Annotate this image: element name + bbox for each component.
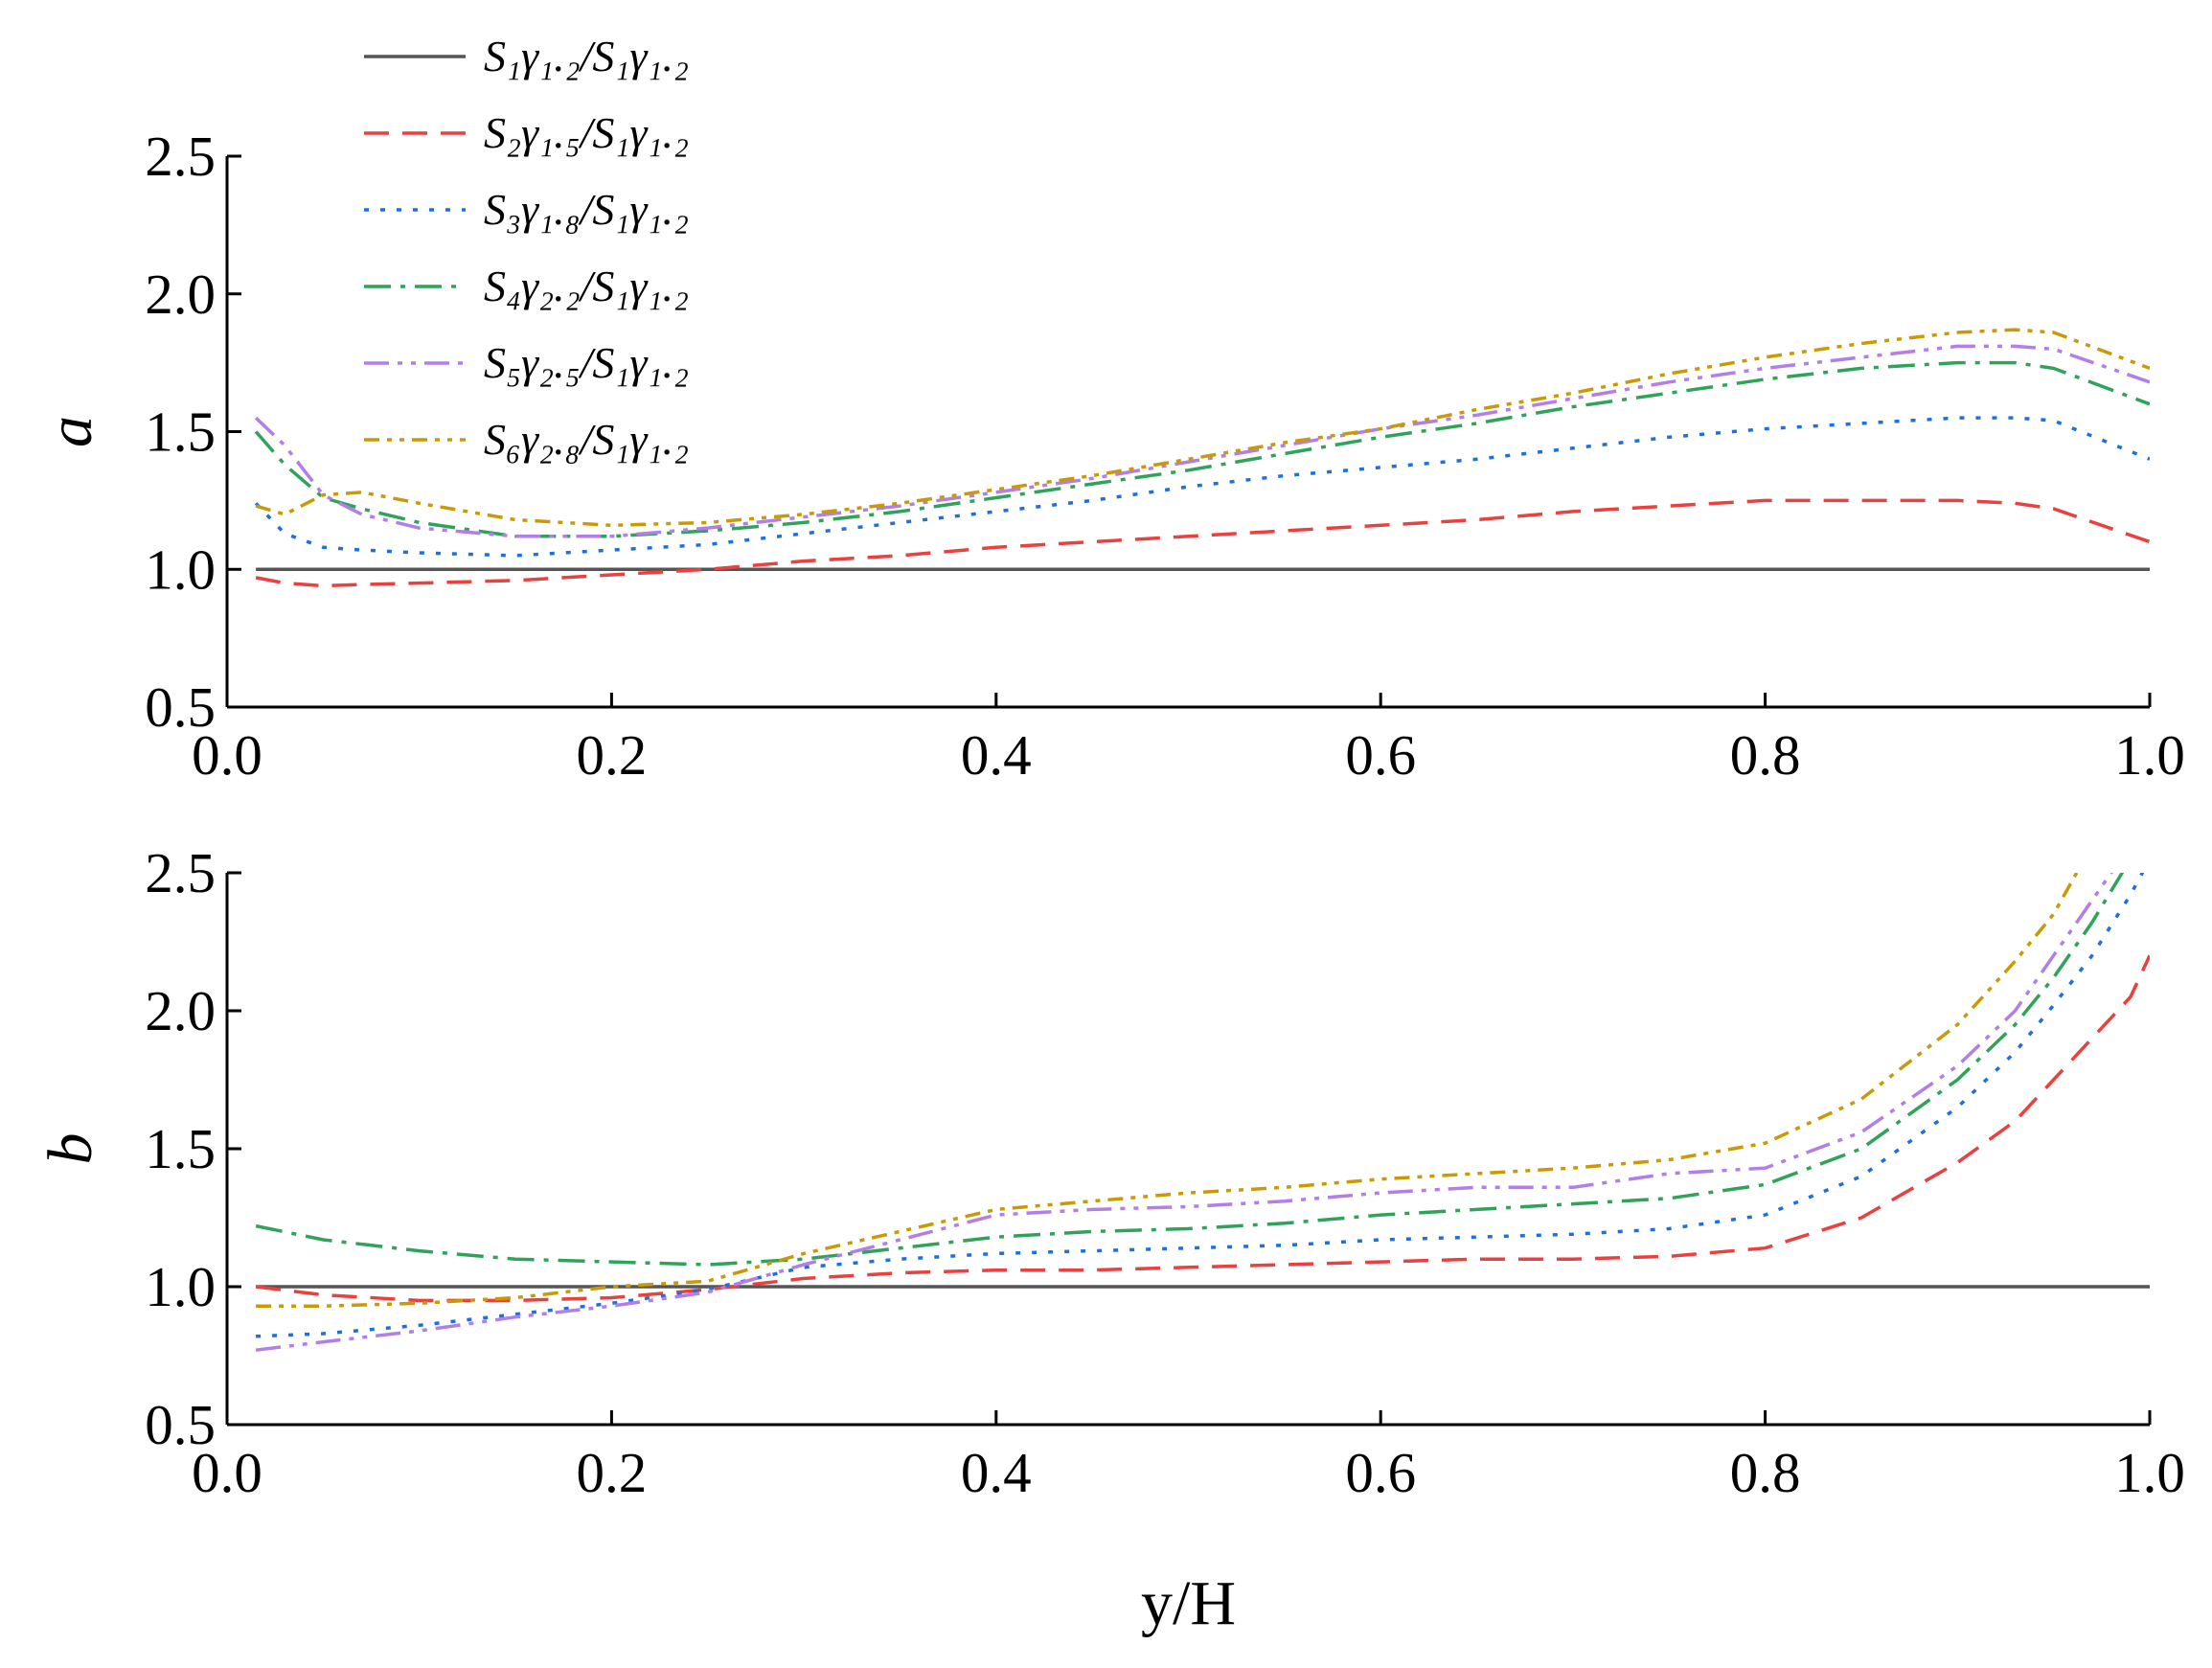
y-tick-label: 0.5	[145, 1393, 216, 1456]
y-tick-label: 2.5	[145, 841, 216, 904]
legend-label: S₂γ₁.₅/S₁γ₁.₂	[484, 108, 689, 157]
legend-label: S₅γ₂.₅/S₁γ₁.₂	[484, 338, 689, 387]
series-line	[255, 873, 2125, 1267]
x-tick-label: 0.6	[1345, 1441, 1416, 1504]
legend-label: S₄γ₂.₂/S₁γ₁.₂	[484, 262, 689, 310]
series-line	[255, 873, 2113, 1352]
y-tick-label: 2.0	[145, 263, 216, 326]
y-tick-label: 1.0	[145, 1255, 216, 1318]
x-tick-label: 0.4	[961, 723, 1032, 787]
x-tick-label: 1.0	[2114, 723, 2185, 787]
y-axis-label: b	[35, 1133, 105, 1165]
y-axis-label: a	[35, 416, 105, 447]
plot-area	[255, 873, 2150, 1352]
x-tick-label: 0.0	[192, 723, 262, 787]
x-axis-label: y/H	[1141, 1568, 1236, 1638]
y-tick-label: 2.0	[145, 979, 216, 1042]
x-tick-label: 0.8	[1730, 723, 1801, 787]
legend-label: S₃γ₁.₈/S₁γ₁.₂	[484, 185, 689, 234]
x-tick-label: 0.2	[577, 1441, 648, 1504]
series-line	[255, 498, 2150, 588]
series-line	[256, 873, 2079, 1308]
y-tick-label: 1.5	[145, 400, 216, 464]
series-line	[254, 360, 2150, 538]
plot-area	[254, 328, 2150, 588]
series-line	[254, 344, 2150, 538]
series-line	[256, 873, 2145, 1338]
y-tick-label: 1.0	[145, 537, 216, 601]
legend-label: S₆γ₂.₈/S₁γ₁.₂	[484, 415, 689, 464]
x-tick-label: 0.8	[1730, 1441, 1801, 1504]
legend-label: S₁γ₁.₂/S₁γ₁.₂	[484, 32, 689, 80]
y-tick-label: 1.5	[145, 1117, 216, 1180]
y-tick-label: 2.5	[145, 125, 216, 188]
y-tick-label: 0.5	[145, 675, 216, 739]
x-tick-label: 0.0	[192, 1441, 262, 1504]
x-tick-label: 1.0	[2114, 1441, 2185, 1504]
x-tick-label: 0.6	[1345, 723, 1416, 787]
x-tick-label: 0.2	[577, 723, 648, 787]
x-tick-label: 0.4	[961, 1441, 1032, 1504]
series-line	[255, 954, 2150, 1303]
